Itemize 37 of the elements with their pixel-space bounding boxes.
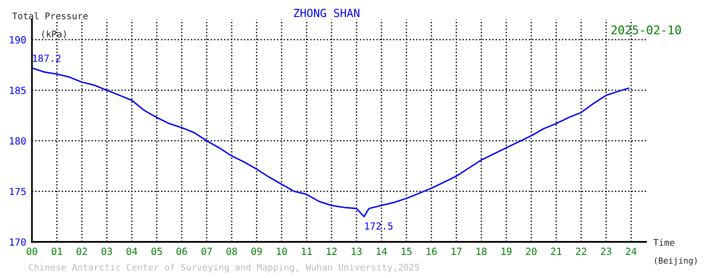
- x-tick-label: 13: [352, 248, 362, 255]
- chart-title: ZHONG SHAN: [294, 8, 360, 18]
- x-tick-label: 16: [426, 248, 437, 255]
- x-tick-label: 07: [201, 248, 212, 255]
- x-tick-label: 09: [251, 248, 262, 255]
- x-tick-label: 01: [52, 248, 62, 255]
- x-tick-label: 21: [551, 248, 562, 255]
- x-tick-label: 05: [152, 248, 162, 255]
- y-tick-label: 170: [10, 238, 26, 246]
- y-tick-label: 185: [10, 86, 26, 94]
- x-tick-label: 22: [576, 248, 586, 255]
- x-tick-label: 20: [526, 248, 536, 255]
- x-tick-label: 00: [26, 248, 38, 255]
- chart-subtitle: 2025-02-10: [611, 25, 681, 34]
- x-tick-label: 14: [376, 248, 387, 255]
- x-tick-label: 15: [402, 248, 412, 255]
- x-tick-label: 19: [502, 248, 512, 255]
- y-tick-label: 190: [10, 36, 26, 44]
- x-tick-label: 04: [126, 248, 138, 255]
- text: Time (Beijing): [653, 238, 697, 266]
- y-tick-label: 175: [10, 188, 26, 196]
- x-tick-label: 03: [102, 248, 112, 255]
- x-tick-label: 12: [326, 248, 337, 255]
- annotation: 172.5: [365, 222, 392, 230]
- x-tick-label: 11: [302, 248, 312, 255]
- x-tick-label: 08: [226, 248, 237, 255]
- annotation: 187.2: [33, 54, 60, 62]
- x-tick-label: 24: [626, 248, 637, 255]
- x-tick-label: 18: [476, 248, 487, 255]
- x-tick-label: 02: [76, 248, 87, 255]
- line-series: [32, 67, 630, 218]
- x-tick-label: 17: [452, 248, 462, 255]
- x-tick-label: 10: [276, 248, 287, 255]
- y-tick-label: 180: [10, 137, 26, 145]
- x-tick-label: 23: [601, 248, 612, 255]
- text: Chinese Antarctic Center of Surveying and Mapping, Wuhan University,2025: [29, 264, 420, 272]
- x-tick-label: 06: [176, 248, 187, 255]
